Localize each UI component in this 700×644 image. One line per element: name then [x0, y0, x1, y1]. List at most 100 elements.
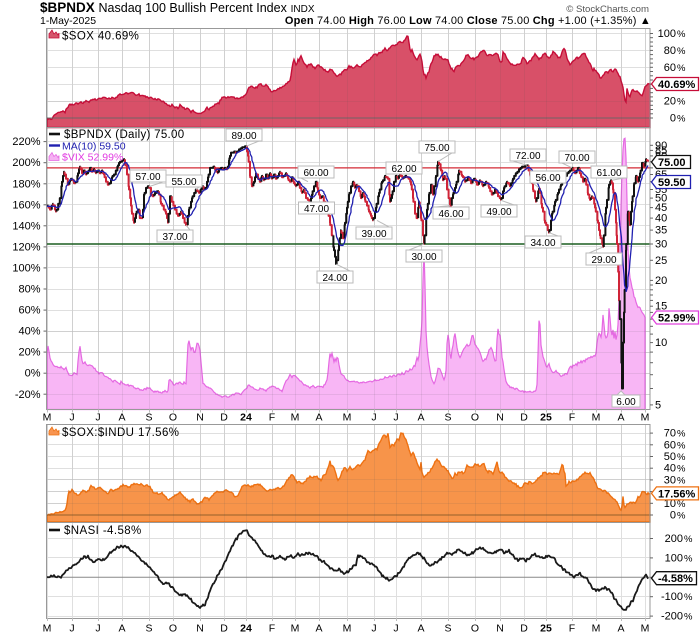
svg-text:A: A	[315, 412, 322, 424]
svg-text:24: 24	[240, 623, 252, 635]
svg-text:40.69%: 40.69%	[658, 79, 696, 91]
svg-text:S: S	[444, 623, 451, 635]
svg-text:90: 90	[655, 140, 667, 152]
svg-text:M: M	[43, 412, 52, 424]
svg-text:$NASI -4.58%: $NASI -4.58%	[64, 525, 142, 537]
svg-text:56.00: 56.00	[535, 173, 560, 184]
svg-text:200%: 200%	[12, 157, 40, 169]
svg-text:15: 15	[655, 301, 667, 313]
svg-text:© StockCharts.com: © StockCharts.com	[566, 4, 649, 15]
svg-text:100: 100	[665, 552, 683, 564]
svg-text:70.00: 70.00	[564, 153, 589, 164]
svg-text:100%: 100%	[12, 262, 40, 274]
svg-text:J: J	[371, 412, 376, 424]
svg-text:-200: -200	[661, 611, 683, 623]
svg-text:M: M	[592, 623, 601, 635]
svg-text:39.00: 39.00	[361, 229, 386, 240]
svg-text:J: J	[95, 412, 100, 424]
svg-text:%: %	[677, 114, 686, 125]
svg-text:S: S	[444, 412, 451, 424]
svg-text:N: N	[496, 623, 504, 635]
svg-text:34.00: 34.00	[530, 238, 555, 249]
svg-text:%: %	[684, 592, 693, 603]
svg-text:-100: -100	[661, 591, 683, 603]
svg-text:A: A	[617, 412, 624, 424]
svg-text:Open 74.00 High 76.00 Low 74.0: Open 74.00 High 76.00 Low 74.00 Close 75…	[285, 15, 651, 27]
svg-text:O: O	[471, 412, 479, 424]
svg-text:$SOX:$INDU 17.56%: $SOX:$INDU 17.56%	[62, 427, 179, 439]
svg-text:$SOX 40.69%: $SOX 40.69%	[62, 31, 139, 43]
svg-text:50: 50	[664, 451, 676, 463]
svg-text:0: 0	[670, 113, 676, 125]
svg-text:220%: 220%	[12, 136, 40, 148]
svg-text:$BPNDX Nasdaq 100 Bullish Perc: $BPNDX Nasdaq 100 Bullish Percent Index …	[40, 0, 315, 15]
svg-text:60: 60	[664, 62, 676, 74]
svg-text:%: %	[677, 511, 686, 522]
svg-text:60: 60	[664, 439, 676, 451]
svg-text:72.00: 72.00	[515, 151, 540, 162]
svg-text:%: %	[677, 452, 686, 463]
svg-text:180%: 180%	[12, 178, 40, 190]
svg-text:40: 40	[664, 463, 676, 475]
svg-text:49.00: 49.00	[486, 207, 511, 218]
svg-text:37.00: 37.00	[162, 232, 187, 243]
svg-text:17.56%: 17.56%	[658, 488, 696, 500]
svg-text:A: A	[617, 623, 624, 635]
svg-text:A: A	[315, 623, 322, 635]
svg-text:80%: 80%	[18, 284, 40, 296]
svg-text:A: A	[118, 623, 125, 635]
svg-text:6.00: 6.00	[616, 397, 636, 408]
svg-text:S: S	[145, 623, 152, 635]
svg-text:%: %	[684, 553, 693, 564]
svg-text:O: O	[471, 623, 479, 635]
svg-text:70: 70	[664, 428, 676, 440]
svg-text:O: O	[169, 412, 177, 424]
svg-text:A: A	[417, 623, 424, 635]
svg-text:J: J	[95, 623, 100, 635]
svg-text:24: 24	[240, 412, 252, 424]
svg-text:59.50: 59.50	[658, 177, 686, 189]
svg-text:10: 10	[655, 337, 667, 349]
svg-text:60%: 60%	[18, 305, 40, 317]
svg-text:45: 45	[655, 202, 667, 214]
svg-text:D: D	[520, 412, 528, 424]
svg-text:M: M	[291, 412, 300, 424]
svg-text:25: 25	[655, 255, 667, 267]
svg-text:%: %	[677, 440, 686, 451]
svg-text:61.00: 61.00	[596, 168, 621, 179]
svg-text:O: O	[169, 623, 177, 635]
svg-text:MA(10) 59.50: MA(10) 59.50	[62, 141, 126, 153]
svg-text:160%: 160%	[12, 199, 40, 211]
svg-text:52.99%: 52.99%	[658, 313, 696, 325]
svg-text:5: 5	[655, 399, 661, 411]
svg-text:%: %	[677, 63, 686, 74]
svg-text:0%: 0%	[25, 368, 41, 380]
svg-text:N: N	[496, 412, 504, 424]
svg-text:%: %	[677, 46, 686, 57]
svg-text:%: %	[677, 429, 686, 440]
svg-text:10: 10	[664, 498, 676, 510]
svg-text:46.00: 46.00	[438, 209, 463, 220]
svg-text:%: %	[684, 612, 693, 623]
svg-text:60.00: 60.00	[303, 168, 328, 179]
svg-text:A: A	[118, 412, 125, 424]
svg-text:A: A	[417, 412, 424, 424]
svg-text:75.00: 75.00	[424, 143, 449, 154]
svg-text:J: J	[69, 623, 74, 635]
svg-text:40: 40	[655, 213, 667, 225]
svg-text:J: J	[371, 623, 376, 635]
svg-text:M: M	[343, 623, 352, 635]
svg-text:85: 85	[655, 145, 667, 157]
svg-text:J: J	[393, 623, 398, 635]
svg-text:M: M	[343, 412, 352, 424]
svg-text:40%: 40%	[18, 326, 40, 338]
svg-text:1-May-2025: 1-May-2025	[40, 15, 96, 27]
svg-text:%: %	[677, 464, 686, 475]
svg-text:25: 25	[540, 412, 552, 424]
svg-text:%: %	[677, 499, 686, 510]
svg-text:89.00: 89.00	[231, 131, 256, 142]
svg-text:0: 0	[670, 510, 676, 522]
svg-text:M: M	[641, 412, 650, 424]
svg-text:80: 80	[664, 45, 676, 57]
svg-text:%: %	[684, 534, 693, 545]
